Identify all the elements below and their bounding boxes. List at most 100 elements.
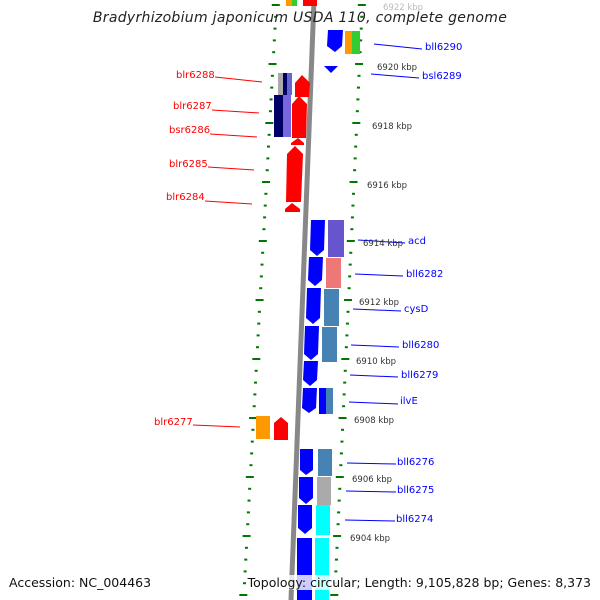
gene-arrow[interactable] <box>304 326 319 360</box>
kbp-tick-label: 6918 kbp <box>372 122 413 132</box>
minor-tick <box>262 228 266 231</box>
major-tick <box>245 476 254 478</box>
gene-block[interactable] <box>326 258 341 288</box>
gene-label[interactable]: cysD <box>404 304 429 315</box>
gene-label[interactable]: bll6290 <box>425 42 463 53</box>
gene-label[interactable]: bll6282 <box>406 269 444 280</box>
gene-arrow[interactable] <box>295 75 310 97</box>
gene-block[interactable] <box>352 31 360 54</box>
gene-block[interactable] <box>326 388 333 414</box>
minor-tick <box>349 251 353 254</box>
kbp-tick-label: 6916 kbp <box>367 181 408 191</box>
minor-tick <box>249 464 253 467</box>
gene-label[interactable]: blr6285 <box>169 159 208 170</box>
gene-arrow[interactable] <box>285 203 300 212</box>
gene-block[interactable] <box>278 73 283 95</box>
gene-arrow[interactable] <box>310 220 325 256</box>
gene-block[interactable] <box>292 0 297 6</box>
gene-block[interactable] <box>303 0 317 6</box>
major-tick <box>349 181 358 183</box>
accession-text: Accession: NC_004463 <box>9 575 152 590</box>
gene-arrow[interactable] <box>292 96 307 138</box>
gene-label[interactable]: blr6287 <box>173 101 212 112</box>
minor-tick <box>339 452 343 455</box>
gene-block[interactable] <box>345 31 352 54</box>
major-tick <box>268 63 277 65</box>
kbp-tick-label: 6912 kbp <box>359 298 400 308</box>
gene-block[interactable] <box>328 220 344 257</box>
minor-tick <box>353 157 357 160</box>
major-tick <box>344 299 353 301</box>
gene-block[interactable] <box>256 416 270 439</box>
gene-block[interactable] <box>286 0 292 6</box>
gene-arrow[interactable] <box>300 449 313 475</box>
gene-label[interactable]: ilvE <box>400 396 418 407</box>
gene-arrow[interactable] <box>306 288 321 324</box>
minor-tick <box>254 369 258 372</box>
kbp-tick-label: 6910 kbp <box>356 357 397 367</box>
minor-tick <box>336 523 340 526</box>
minor-tick <box>256 334 260 337</box>
genome-backbone <box>288 0 317 600</box>
gene-block[interactable] <box>318 449 332 476</box>
gene-arrow[interactable] <box>291 138 304 145</box>
minor-tick <box>340 428 344 431</box>
minor-tick <box>270 86 274 89</box>
kbp-tick-label: 6922 kbp <box>383 3 424 13</box>
gene-arrow[interactable] <box>327 30 343 52</box>
gene-block[interactable] <box>297 538 312 600</box>
minor-tick <box>354 145 358 148</box>
minor-tick <box>247 499 251 502</box>
major-tick <box>252 358 261 360</box>
gene-label[interactable]: bsr6286 <box>169 125 211 136</box>
major-tick <box>341 358 350 360</box>
minor-tick <box>342 405 346 408</box>
gene-label[interactable]: bll6276 <box>397 457 435 468</box>
gene-arrow[interactable] <box>298 505 312 534</box>
gene-block[interactable] <box>283 73 287 95</box>
gene-arrow[interactable] <box>308 257 323 286</box>
minor-tick <box>250 440 254 443</box>
minor-tick <box>359 27 363 30</box>
gene-arrow[interactable] <box>303 361 318 386</box>
minor-tick <box>353 169 357 172</box>
minor-tick <box>354 133 358 136</box>
kbp-tick-label: 6906 kbp <box>352 475 393 485</box>
minor-tick <box>266 157 270 160</box>
gene-arrow[interactable] <box>324 66 338 73</box>
gene-label[interactable]: blr6277 <box>154 417 193 428</box>
gene-label[interactable]: blr6288 <box>176 70 215 81</box>
gene-arrow[interactable] <box>274 417 288 440</box>
gene-label[interactable]: acd <box>408 236 426 247</box>
gene-arrow[interactable] <box>302 388 317 413</box>
gene-label[interactable]: bll6275 <box>397 485 435 496</box>
kbp-tick-label: 6904 kbp <box>350 534 391 544</box>
major-tick <box>355 63 364 65</box>
gene-block[interactable] <box>319 388 326 414</box>
gene-block[interactable] <box>274 95 283 137</box>
gene-block[interactable] <box>322 327 337 362</box>
minor-tick <box>338 487 342 490</box>
minor-tick <box>340 440 344 443</box>
gene-block[interactable] <box>315 538 329 600</box>
gene-block[interactable] <box>287 73 292 95</box>
gene-arrow[interactable] <box>286 146 303 202</box>
kbp-tick-label: 6914 kbp <box>363 239 404 249</box>
gene-label[interactable]: bsl6289 <box>422 71 462 82</box>
major-tick <box>338 417 347 419</box>
gene-label[interactable]: bll6274 <box>396 514 434 525</box>
gene-block[interactable] <box>317 477 331 505</box>
minor-tick <box>337 511 341 514</box>
gene-arrow[interactable] <box>299 477 313 504</box>
minor-tick <box>344 346 348 349</box>
minor-tick <box>355 110 359 113</box>
minor-tick <box>360 15 364 18</box>
gene-label[interactable]: blr6284 <box>166 192 205 203</box>
gene-label[interactable]: bll6280 <box>402 340 440 351</box>
minor-tick <box>243 570 247 573</box>
minor-tick <box>273 27 277 30</box>
gene-label[interactable]: bll6279 <box>401 370 439 381</box>
gene-block[interactable] <box>324 289 339 326</box>
gene-block[interactable] <box>316 505 330 535</box>
gene-block[interactable] <box>283 95 291 137</box>
